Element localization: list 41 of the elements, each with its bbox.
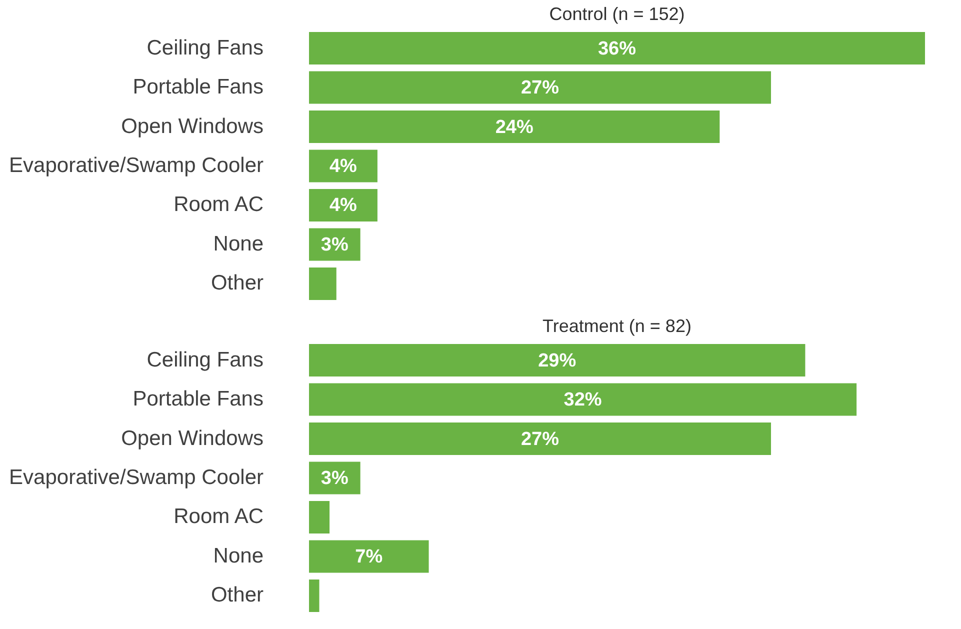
y-tick-label: Ceiling Fans [146, 348, 264, 372]
y-tick-label: Open Windows [121, 114, 264, 138]
y-tick-label: Evaporative/Swamp Cooler [9, 466, 264, 489]
data-label: 32% [564, 390, 602, 410]
data-label: 4% [329, 156, 358, 177]
bar [309, 540, 429, 573]
y-tick-label: Open Windows [121, 426, 264, 450]
bar [309, 267, 336, 300]
data-label: 29% [538, 350, 576, 372]
y-tick-label: Room AC [174, 193, 264, 216]
bar [309, 462, 360, 494]
bar [309, 150, 378, 182]
y-tick-label: Portable Fans [132, 388, 264, 410]
bar [309, 500, 330, 534]
y-tick-label: Other [210, 272, 264, 295]
bar [309, 188, 378, 222]
data-label: 7% [355, 546, 383, 568]
y-tick-label: Other [210, 584, 264, 607]
y-tick-label: Portable Fans [132, 76, 264, 98]
chart-title: Treatment (n = 82) [542, 316, 692, 336]
bar [309, 32, 925, 65]
bar [309, 422, 771, 456]
data-label: 3% [320, 234, 348, 256]
data-label: 24% [495, 116, 534, 138]
data-label: 4% [329, 195, 358, 216]
data-label: 36% [598, 38, 636, 60]
y-tick-label: Ceiling Fans [146, 36, 264, 60]
data-label: 27% [520, 428, 560, 450]
bar [309, 71, 771, 104]
bar [309, 228, 360, 261]
chart-title: Control (n = 152) [549, 4, 685, 24]
bar [309, 344, 806, 377]
y-tick-label: None [213, 232, 264, 256]
data-label: 3% [320, 468, 348, 489]
y-tick-label: None [213, 544, 264, 568]
data-label: 27% [520, 78, 560, 98]
bar [309, 110, 720, 144]
bar [309, 579, 320, 612]
y-tick-label: Evaporative/Swamp Cooler [9, 154, 264, 177]
y-tick-label: Room AC [174, 505, 264, 528]
bar [309, 383, 857, 416]
